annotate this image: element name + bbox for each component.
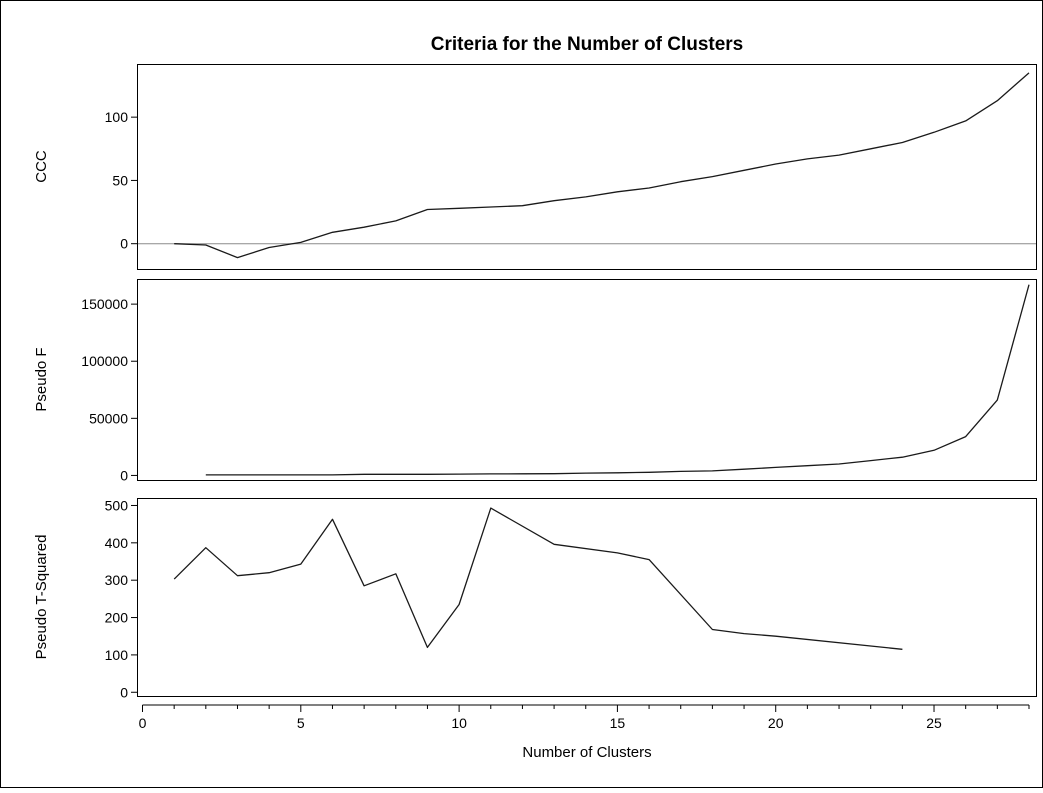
y-tick-label: 0 [120, 236, 128, 252]
panels: 0 50 100 CCC 0 50000 100000 150000 Pseudo F 0 100 2… [33, 64, 1037, 700]
y-tick-label: 300 [105, 572, 129, 588]
panel-frame [137, 64, 1037, 270]
x-tick-label: 0 [139, 715, 147, 731]
y-tick-label: 50 [112, 172, 128, 188]
y-tick-label: 150000 [81, 296, 128, 312]
series-line-1 [174, 72, 1030, 259]
x-tick-label: 15 [610, 715, 626, 731]
y-tick-label: 400 [105, 535, 129, 551]
y-tick-label: 100 [105, 109, 129, 125]
y-tick-label: 0 [120, 467, 128, 483]
series-line-3 [173, 507, 903, 650]
panel-1: 0 50 100 CCC [33, 64, 1037, 270]
panel-3: 0 100 200 300 400 500 Pseudo T-Squared [33, 497, 1037, 700]
y-tick-label: 200 [105, 610, 129, 626]
y-tick-label: 0 [120, 684, 128, 700]
series-line-2 [205, 284, 1030, 476]
y-axis-label: Pseudo F [33, 347, 50, 411]
y-tick-label: 100 [105, 647, 129, 663]
x-tick-label: 10 [451, 715, 467, 731]
y-tick-label: 50000 [89, 410, 128, 426]
x-tick-label: 5 [297, 715, 305, 731]
y-axis-label: CCC [33, 150, 50, 183]
panel-frame [137, 279, 1037, 481]
x-axis-label: Number of Clusters [522, 744, 651, 761]
x-axis: 0 5 10 15 20 25 [139, 704, 1030, 731]
panel-2: 0 50000 100000 150000 Pseudo F [33, 279, 1037, 483]
y-tick-label: 500 [105, 497, 129, 513]
y-axis-label: Pseudo T-Squared [33, 535, 50, 660]
x-tick-label: 20 [768, 715, 784, 731]
chart-title: Criteria for the Number of Clusters [431, 34, 744, 55]
y-tick-label: 100000 [81, 353, 128, 369]
panel-frame [137, 498, 1037, 697]
x-tick-label: 25 [926, 715, 942, 731]
